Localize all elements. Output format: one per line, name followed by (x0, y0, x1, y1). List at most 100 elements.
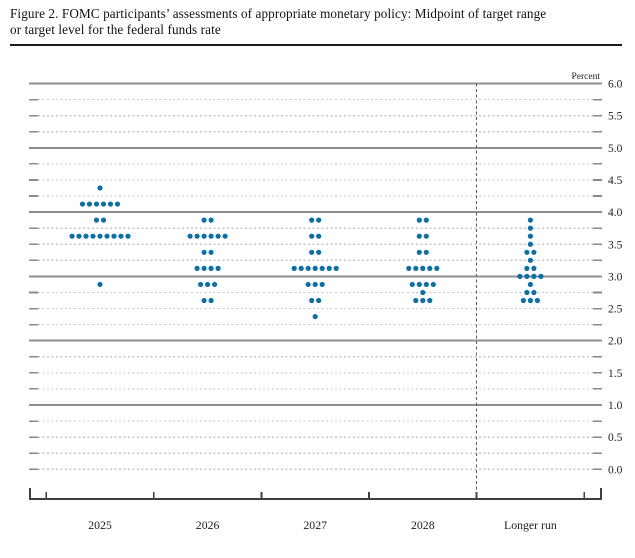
projection-dot (413, 297, 419, 304)
projection-dot (416, 281, 422, 288)
projection-dot (198, 281, 204, 288)
projection-dot (534, 297, 541, 304)
projection-dot (201, 265, 207, 271)
projection-dot (524, 273, 530, 279)
projection-dot (319, 265, 325, 271)
projection-dot (100, 201, 107, 207)
projection-dot (125, 233, 131, 239)
y-axis-unit-label: Percent (572, 72, 601, 82)
projection-dot (409, 281, 415, 288)
projection-dot (520, 297, 527, 304)
y-axis-label: 1.5 (608, 368, 623, 380)
projection-dot (527, 233, 534, 239)
projection-dot (298, 265, 304, 271)
projection-dot (420, 297, 426, 304)
projection-dot (416, 249, 422, 255)
projection-dot (524, 289, 530, 296)
projection-dot (97, 281, 103, 288)
projection-dot (107, 201, 114, 207)
projection-dot (86, 201, 93, 207)
projection-dot (305, 265, 311, 271)
projection-dot (79, 201, 86, 207)
projection-dot (416, 217, 422, 223)
projection-dot (309, 233, 315, 239)
y-axis-label: 4.5 (608, 175, 623, 187)
projection-dot (83, 233, 89, 239)
projection-dot (201, 297, 207, 304)
projection-dot (423, 249, 429, 255)
y-axis-label: 3.0 (608, 271, 623, 283)
projection-dot (538, 273, 544, 279)
x-category-label: 2025 (88, 518, 112, 532)
projection-dot (527, 257, 534, 263)
projection-dot (208, 217, 214, 223)
projection-dot (406, 265, 412, 271)
projection-dot (69, 233, 75, 239)
projection-dot (312, 265, 318, 271)
projection-dot (527, 217, 534, 223)
projection-dot (527, 225, 534, 231)
projection-dot (118, 233, 124, 239)
projection-dot (316, 249, 322, 255)
projection-dot (208, 249, 214, 255)
projection-dot (309, 297, 315, 304)
x-category-label: 2026 (196, 518, 220, 532)
projection-dot (319, 281, 325, 288)
y-axis-label: 6.0 (608, 79, 623, 91)
projection-dot (423, 217, 429, 223)
x-category-label: 2028 (411, 518, 435, 532)
projection-dot (90, 233, 96, 239)
projection-dot (100, 217, 107, 223)
projection-dot (316, 217, 322, 223)
projection-dot (222, 233, 228, 239)
projection-dot (434, 265, 440, 271)
projection-dot (420, 289, 426, 296)
projection-dot (111, 233, 117, 239)
y-axis-label: 2.5 (608, 304, 623, 316)
projection-dot (326, 265, 332, 271)
projection-dot (420, 265, 426, 271)
projection-dot (517, 273, 523, 279)
projection-dot (312, 313, 318, 320)
y-axis-label: 0.5 (608, 432, 623, 444)
projection-dot (201, 233, 207, 239)
projection-dot (215, 265, 221, 271)
projection-dot (309, 217, 315, 223)
projection-dot (524, 265, 530, 271)
projection-dot (208, 265, 214, 271)
projection-dot (416, 233, 422, 239)
projection-dot (312, 281, 318, 288)
x-category-label: 2027 (303, 518, 327, 532)
projection-dot (212, 281, 218, 288)
y-axis-label: 5.0 (608, 143, 623, 155)
projection-dot (194, 265, 200, 271)
y-axis-label: 3.5 (608, 239, 623, 251)
projection-dot (93, 201, 100, 207)
projection-dot (316, 233, 322, 239)
projection-dot (527, 297, 534, 304)
projection-dot (208, 233, 214, 239)
projection-dot (201, 217, 207, 223)
projection-dot (104, 233, 110, 239)
projection-dot (531, 249, 537, 255)
figure-title-line-1: Figure 2. FOMC participants’ assessments… (10, 6, 547, 21)
projection-dot (114, 201, 121, 207)
projection-dot (309, 249, 315, 255)
projection-dot (215, 233, 221, 239)
x-category-label: Longer run (504, 518, 557, 532)
y-axis-label: 1.0 (608, 400, 623, 412)
projection-dot (527, 281, 534, 288)
y-axis-label: 0.0 (608, 464, 623, 476)
projection-dot (423, 233, 429, 239)
projection-dot (333, 265, 339, 271)
y-axis-label: 5.5 (608, 111, 623, 123)
projection-dot (427, 265, 433, 271)
y-axis-label: 2.0 (608, 336, 623, 348)
projection-dot (201, 249, 207, 255)
projection-dot (531, 265, 537, 271)
projection-dot (93, 217, 100, 223)
projection-dot (427, 297, 433, 304)
projection-dot (531, 273, 537, 279)
projection-dot (316, 297, 322, 304)
